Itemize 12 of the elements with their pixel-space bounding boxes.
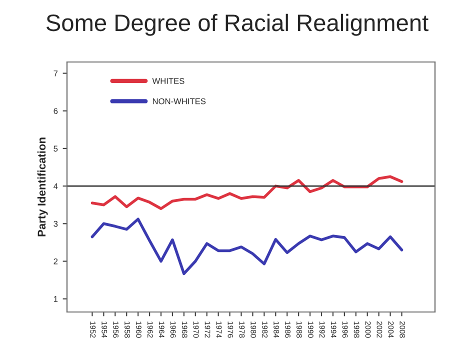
y-tick-label: 5 [54, 146, 58, 152]
line-series [90, 218, 404, 276]
y-tick-label: 7 [54, 70, 58, 76]
y-tick-label: 6 [54, 108, 58, 114]
y-tick-label: 1 [54, 296, 58, 302]
legend-label: NON-WHITES [152, 98, 206, 104]
y-tick-label: 3 [54, 220, 58, 227]
y-tick-label: 4 [54, 183, 58, 190]
y-axis-title: Party Identification [37, 138, 48, 236]
y-tick-label: 2 [54, 258, 58, 264]
legend-label: WHITES [152, 78, 184, 84]
chart-title: Some Degree of Racial Realignment [46, 14, 428, 36]
